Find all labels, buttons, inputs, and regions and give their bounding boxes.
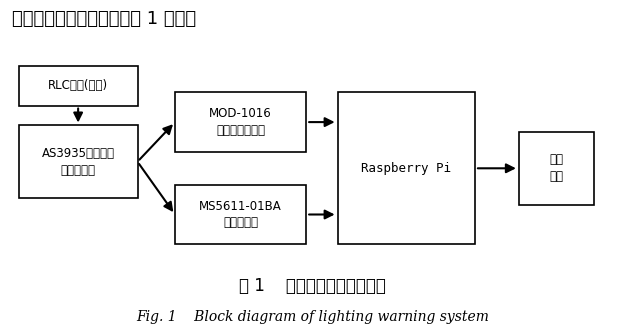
Bar: [175, 92, 306, 152]
Text: AS3935富兰克林
闪电传感器: AS3935富兰克林 闪电传感器: [42, 147, 114, 177]
Bar: [519, 132, 594, 205]
Text: MOD-1016
闪电传感器模块: MOD-1016 闪电传感器模块: [209, 107, 272, 137]
Text: Raspberry Pi: Raspberry Pi: [361, 162, 451, 175]
Bar: [19, 125, 138, 198]
Bar: [19, 66, 138, 106]
Text: 图 1    雷电预警系统原理框图: 图 1 雷电预警系统原理框图: [239, 277, 386, 295]
Text: MS5611-01BA
气压传感器: MS5611-01BA 气压传感器: [199, 200, 282, 229]
Text: 雷电预警系统原理框图如图 1 所示。: 雷电预警系统原理框图如图 1 所示。: [12, 10, 197, 28]
Text: RLC电路(天线): RLC电路(天线): [48, 79, 108, 92]
Text: 显示
系统: 显示 系统: [549, 153, 563, 183]
Text: Fig. 1    Block diagram of lighting warning system: Fig. 1 Block diagram of lighting warning…: [136, 310, 489, 324]
Bar: [175, 185, 306, 244]
Bar: [338, 92, 475, 244]
